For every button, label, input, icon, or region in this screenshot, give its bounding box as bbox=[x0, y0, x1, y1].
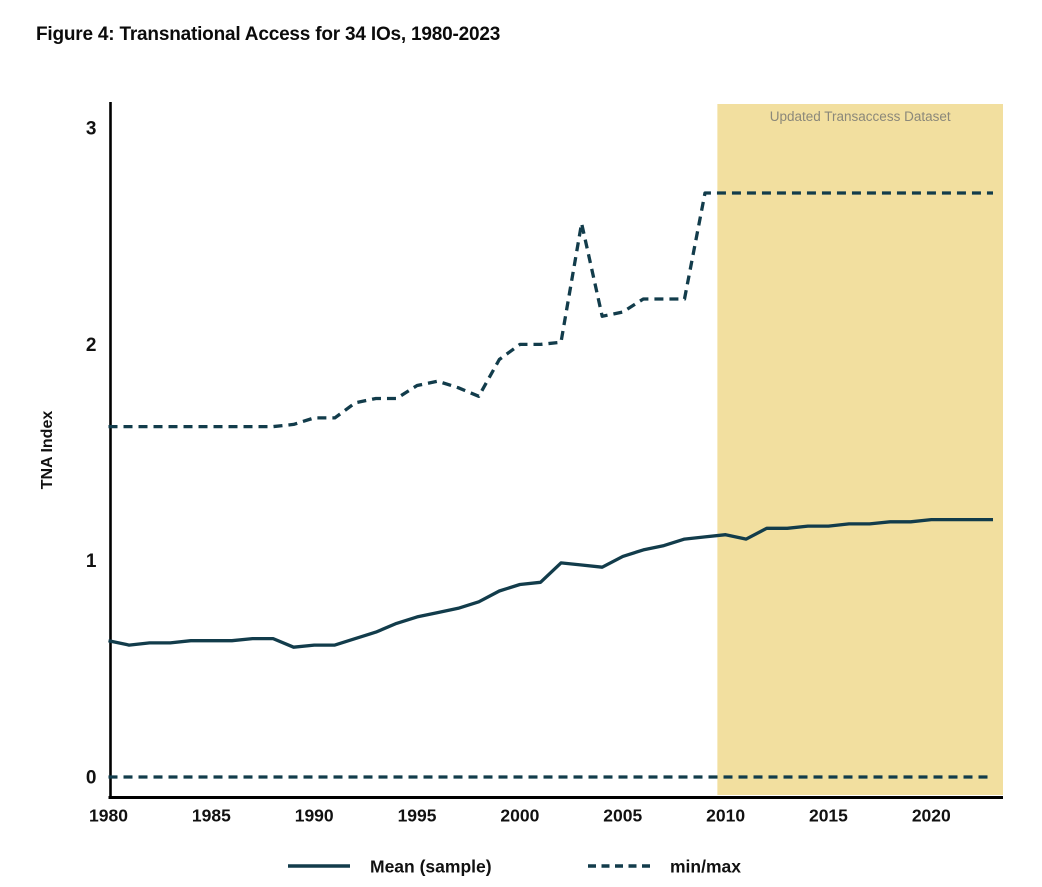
mean-line bbox=[108, 517, 993, 649]
y-tick-label: 3 bbox=[86, 119, 97, 140]
y-axis-title: TNA Index bbox=[39, 411, 56, 490]
x-tick-label: 2020 bbox=[912, 806, 951, 826]
x-tick-label: 1985 bbox=[192, 806, 231, 826]
x-tick-label: 1980 bbox=[89, 806, 128, 826]
x-tick-label: 2010 bbox=[706, 806, 745, 826]
y-tick-label: 0 bbox=[86, 768, 97, 789]
x-tick-label: 1990 bbox=[295, 806, 334, 826]
legend: Mean (sample) min/max bbox=[288, 857, 741, 877]
legend-mean-label: Mean (sample) bbox=[370, 857, 492, 877]
x-tick-label: 2015 bbox=[809, 806, 848, 826]
legend-minmax-label: min/max bbox=[670, 857, 741, 877]
annotation-band-label: Updated Transaccess Dataset bbox=[770, 109, 951, 124]
annotation-band bbox=[717, 104, 1003, 795]
x-tick-label: 1995 bbox=[398, 806, 437, 826]
y-tick-label: 2 bbox=[86, 335, 97, 356]
figure-title: Figure 4: Transnational Access for 34 IO… bbox=[36, 24, 501, 45]
x-tick-label: 2000 bbox=[500, 806, 539, 826]
x-tick-label: 2005 bbox=[603, 806, 642, 826]
y-tick-label: 1 bbox=[86, 551, 97, 572]
max-line bbox=[108, 191, 993, 429]
